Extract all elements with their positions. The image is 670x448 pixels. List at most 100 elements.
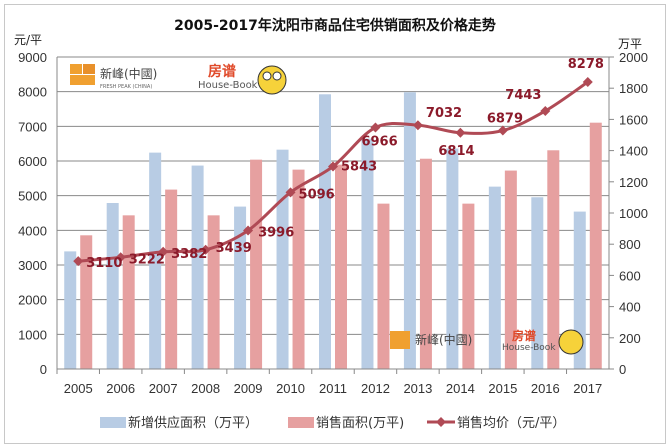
left-tick-label: 8000: [18, 85, 47, 100]
x-tick-label: 2006: [106, 381, 135, 396]
svg-text:新峰(中國): 新峰(中國): [415, 332, 472, 347]
supply-bar: [276, 149, 289, 369]
left-axis-unit: 元/平: [14, 33, 42, 47]
sales-bar: [80, 235, 93, 369]
sales-bar: [207, 215, 220, 369]
svg-text:FRESH PEAK (CHINA): FRESH PEAK (CHINA): [100, 84, 152, 90]
legend-marker-price: [436, 417, 446, 427]
supply-bar: [403, 92, 416, 370]
left-tick-label: 1000: [18, 327, 47, 342]
right-tick-label: 1800: [619, 81, 648, 96]
chart-title: 2005-2017年沈阳市商品住宅供销面积及价格走势: [174, 17, 496, 34]
price-marker: [412, 120, 423, 131]
price-marker: [158, 246, 169, 257]
x-tick-label: 2011: [319, 381, 347, 396]
price-marker: [328, 161, 338, 172]
price-marker: [285, 187, 296, 198]
right-tick-label: 800: [619, 237, 641, 252]
price-data-label: 7443: [505, 88, 541, 103]
x-tick-label: 2016: [531, 381, 560, 396]
sales-bar: [165, 189, 178, 369]
x-tick-label: 2007: [149, 381, 178, 396]
svg-text:House-Book: House-Book: [502, 343, 556, 353]
left-tick-label: 9000: [18, 50, 47, 65]
right-tick-label: 2000: [619, 50, 648, 65]
sales-bar: [292, 169, 305, 369]
price-marker: [370, 122, 381, 133]
supply-bar: [573, 211, 586, 369]
supply-bar: [234, 206, 247, 369]
sales-bar: [335, 164, 347, 369]
logo1-text: 新峰(中國): [100, 66, 157, 81]
price-data-label: 3996: [258, 225, 294, 240]
price-data-label: 6966: [361, 135, 397, 150]
sales-bar: [589, 122, 602, 370]
right-tick-label: 200: [619, 331, 641, 346]
supply-bar: [106, 203, 119, 369]
left-tick-label: 6000: [18, 154, 47, 169]
price-data-label: 5843: [341, 159, 377, 174]
x-tick-label: 2010: [276, 381, 305, 396]
x-tick-label: 2013: [403, 381, 432, 396]
price-marker: [73, 256, 84, 267]
svg-text:House-Book: House-Book: [198, 80, 258, 91]
svg-text:房谱: 房谱: [208, 63, 236, 80]
svg-text:房谱: 房谱: [512, 328, 536, 343]
price-data-label: 5096: [299, 187, 335, 202]
supply-bar: [531, 197, 544, 369]
right-tick-label: 0: [619, 362, 626, 377]
sales-bar: [504, 170, 517, 369]
supply-bar: [446, 148, 459, 369]
right-tick-label: 400: [619, 300, 641, 315]
sales-bar: [462, 203, 475, 369]
supply-bar: [361, 138, 374, 369]
price-data-label: 6879: [487, 112, 523, 127]
left-tick-label: 3000: [18, 258, 47, 273]
price-marker: [115, 252, 126, 263]
legend: 新增供应面积（万平） 销售面积(万平) 销售均价（元/平）: [100, 415, 565, 431]
supply-bar: [488, 186, 501, 369]
price-marker: [243, 225, 254, 236]
axes: 0 1000 2000 3000 4000 5000 6000 7000 8000 9000 0 20…: [18, 50, 648, 396]
legend-label-price: 销售均价（元/平）: [457, 415, 565, 431]
supply-bar: [149, 152, 162, 369]
right-axis-unit: 万平: [618, 37, 642, 51]
price-data-label: 7032: [426, 106, 462, 121]
sales-bar: [250, 159, 263, 369]
left-tick-label: 0: [40, 362, 47, 377]
price-data-label: 3439: [216, 241, 252, 256]
price-data-label: 3382: [171, 247, 207, 262]
sales-bar: [547, 150, 560, 369]
price-marker: [200, 244, 211, 255]
price-data-label: 6814: [438, 144, 474, 159]
watermark-logos-bottom: 新峰(中國) 房谱 House-Book: [390, 328, 584, 355]
legend-label-sales: 销售面积(万平): [316, 415, 404, 431]
x-tick-label: 2008: [191, 381, 220, 396]
legend-swatch-supply: [100, 417, 126, 428]
right-tick-label: 1400: [619, 144, 648, 159]
price-data-label: 3110: [86, 256, 122, 271]
price-data-label: 3222: [129, 252, 165, 267]
x-tick-label: 2012: [361, 381, 390, 396]
price-marker: [497, 125, 508, 136]
sales-bar: [377, 203, 390, 369]
right-tick-label: 1000: [619, 206, 648, 221]
right-tick-label: 1200: [619, 175, 648, 190]
price-marker: [540, 105, 551, 116]
supply-bar: [191, 165, 204, 369]
left-tick-label: 7000: [18, 119, 47, 134]
supply-bar: [64, 251, 77, 369]
legend-swatch-sales: [288, 417, 314, 428]
x-tick-label: 2009: [234, 381, 263, 396]
price-marker: [455, 127, 466, 138]
left-tick-label: 5000: [18, 189, 47, 204]
price-marker: [582, 77, 593, 88]
watermark-logos-top: 新峰(中國) FRESH PEAK (CHINA) 房谱 House-Book: [70, 63, 287, 95]
supply-bar: [319, 94, 331, 369]
x-tick-label: 2014: [446, 381, 475, 396]
sales-bar: [122, 215, 135, 369]
right-tick-label: 1600: [619, 112, 648, 127]
x-tick-label: 2015: [488, 381, 517, 396]
x-tick-label: 2005: [64, 381, 93, 396]
